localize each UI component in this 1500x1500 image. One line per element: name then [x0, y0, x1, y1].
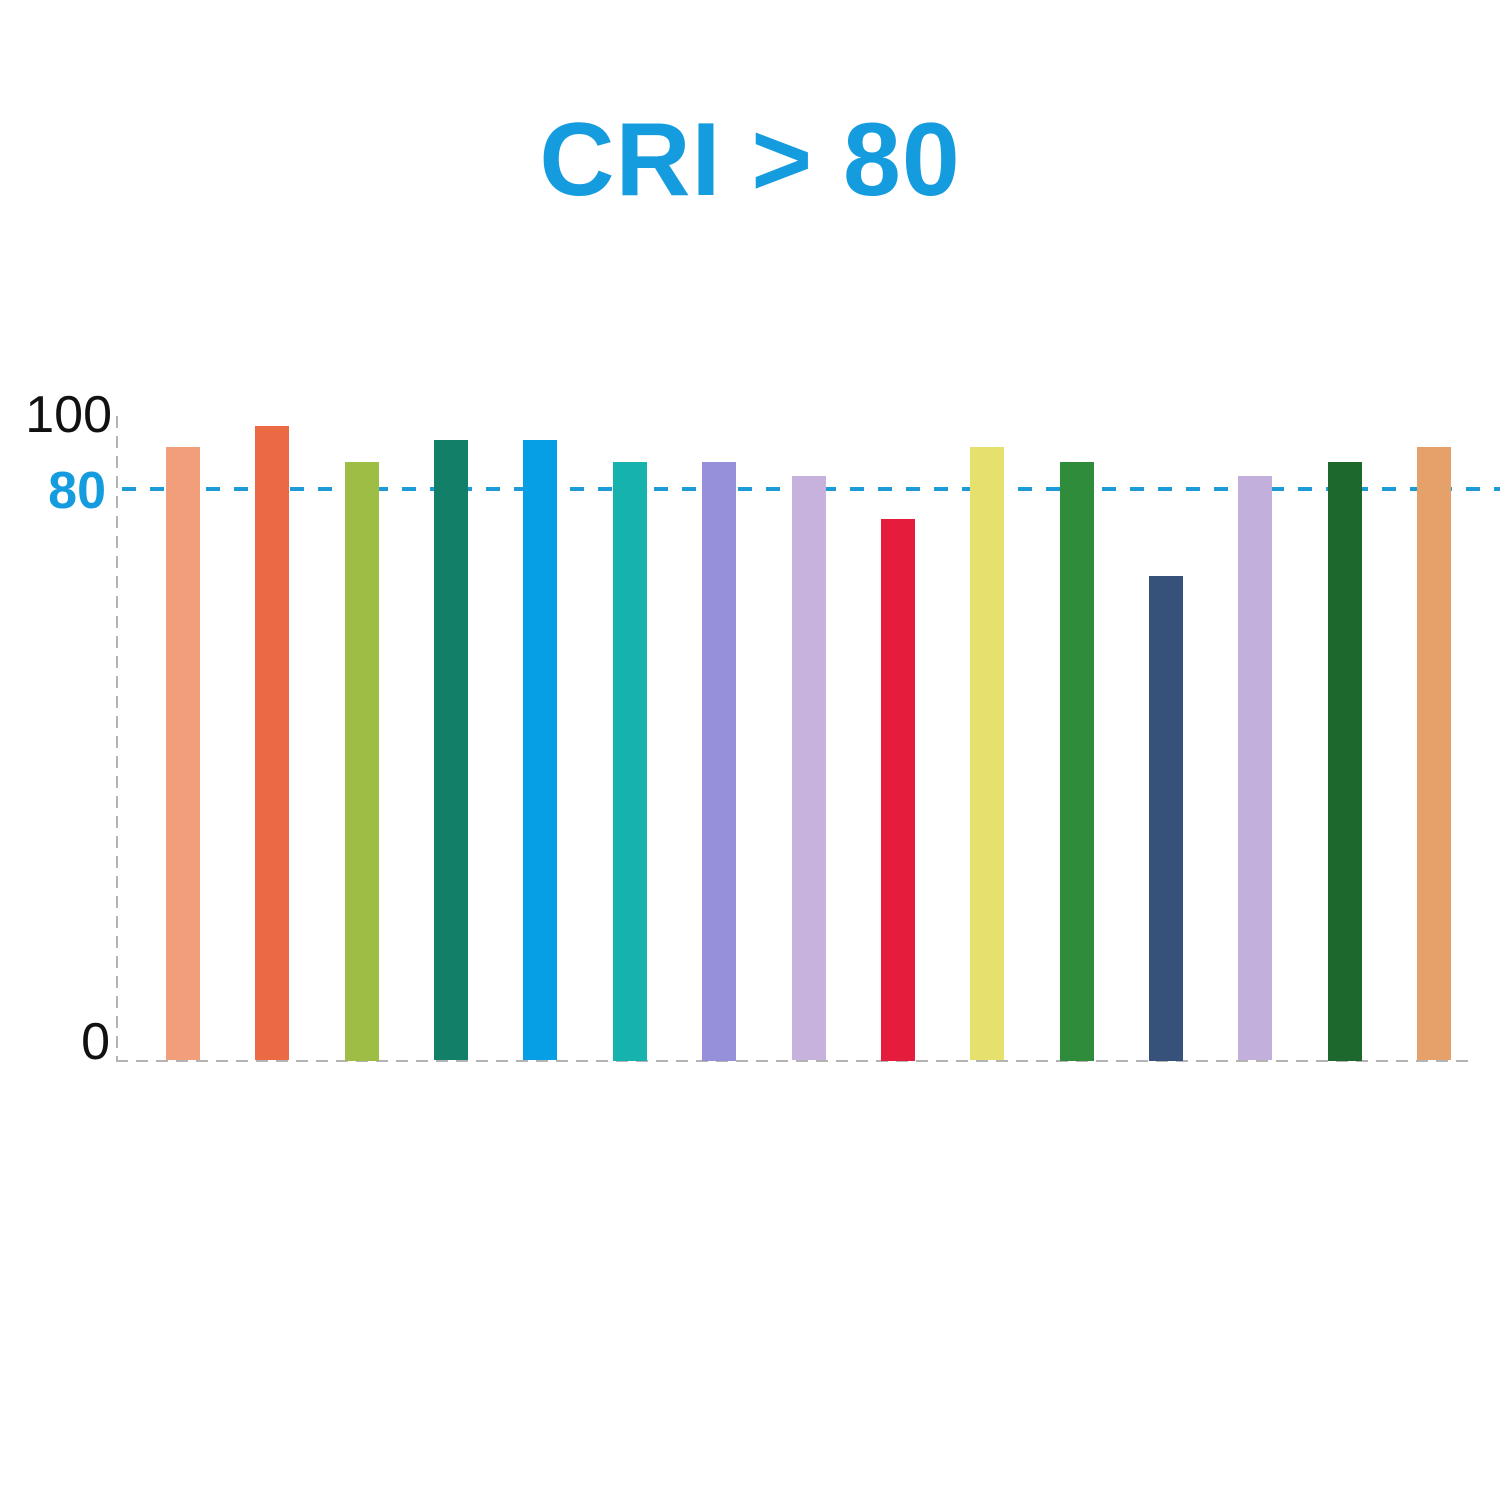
bar-8	[792, 476, 826, 1060]
x-axis-line	[116, 1060, 1472, 1062]
y-axis-line	[116, 416, 118, 1062]
bar-6	[613, 462, 647, 1061]
bar-7	[702, 462, 736, 1061]
bar-10	[970, 447, 1004, 1060]
bar-5	[523, 440, 557, 1060]
y-tick-0: 0	[81, 1013, 110, 1071]
bar-12	[1149, 576, 1183, 1061]
y-tick-100: 100	[25, 386, 112, 444]
bar-11	[1060, 462, 1094, 1061]
bar-4	[434, 440, 468, 1060]
bar-2	[255, 426, 289, 1060]
bar-1	[166, 447, 200, 1060]
bar-14	[1328, 462, 1362, 1061]
bar-3	[345, 462, 379, 1061]
bar-13	[1238, 476, 1272, 1060]
chart-title: CRI > 80	[539, 102, 961, 218]
bar-9	[881, 519, 915, 1061]
bar-15	[1417, 447, 1451, 1060]
y-tick-80: 80	[48, 462, 106, 520]
